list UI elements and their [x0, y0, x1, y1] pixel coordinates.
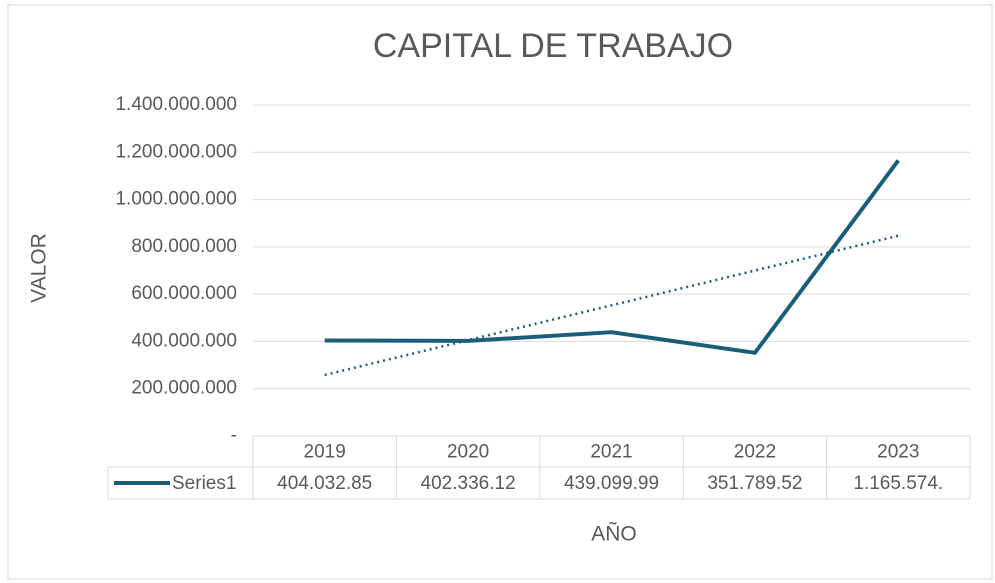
x-tick-label: 2021: [590, 442, 632, 463]
y-tick-label: 1.400.000.000: [115, 94, 237, 115]
y-tick-label: 800.000.000: [131, 236, 237, 257]
x-tick-label: 2020: [447, 442, 489, 463]
table-value: 1.165.574.: [853, 473, 943, 494]
series-line: [324, 159, 900, 355]
chart-area: [7, 4, 993, 580]
legend-label: Series1: [172, 473, 236, 494]
table-value: 439.099.99: [564, 473, 659, 494]
x-tick-label: 2022: [734, 442, 776, 463]
chart-title: CAPITAL DE TRABAJO: [373, 27, 733, 65]
table-value: 402.336.12: [421, 473, 516, 494]
table-value: 404.032.85: [277, 473, 372, 494]
y-tick-label: 400.000.000: [131, 330, 237, 351]
y-axis-label: VALOR: [28, 233, 51, 303]
y-tick-label: 200.000.000: [131, 378, 237, 399]
y-tick-label: 600.000.000: [131, 283, 237, 304]
x-tick-label: 2019: [304, 442, 346, 463]
trendline: [324, 234, 899, 377]
y-tick-label: 1.000.000.000: [115, 189, 237, 210]
x-axis-label: AÑO: [591, 522, 637, 546]
table-value: 351.789.52: [707, 473, 802, 494]
y-tick-label: 1.200.000.000: [115, 141, 237, 162]
x-tick-label: 2023: [877, 442, 919, 463]
y-tick-label: -: [231, 425, 237, 446]
